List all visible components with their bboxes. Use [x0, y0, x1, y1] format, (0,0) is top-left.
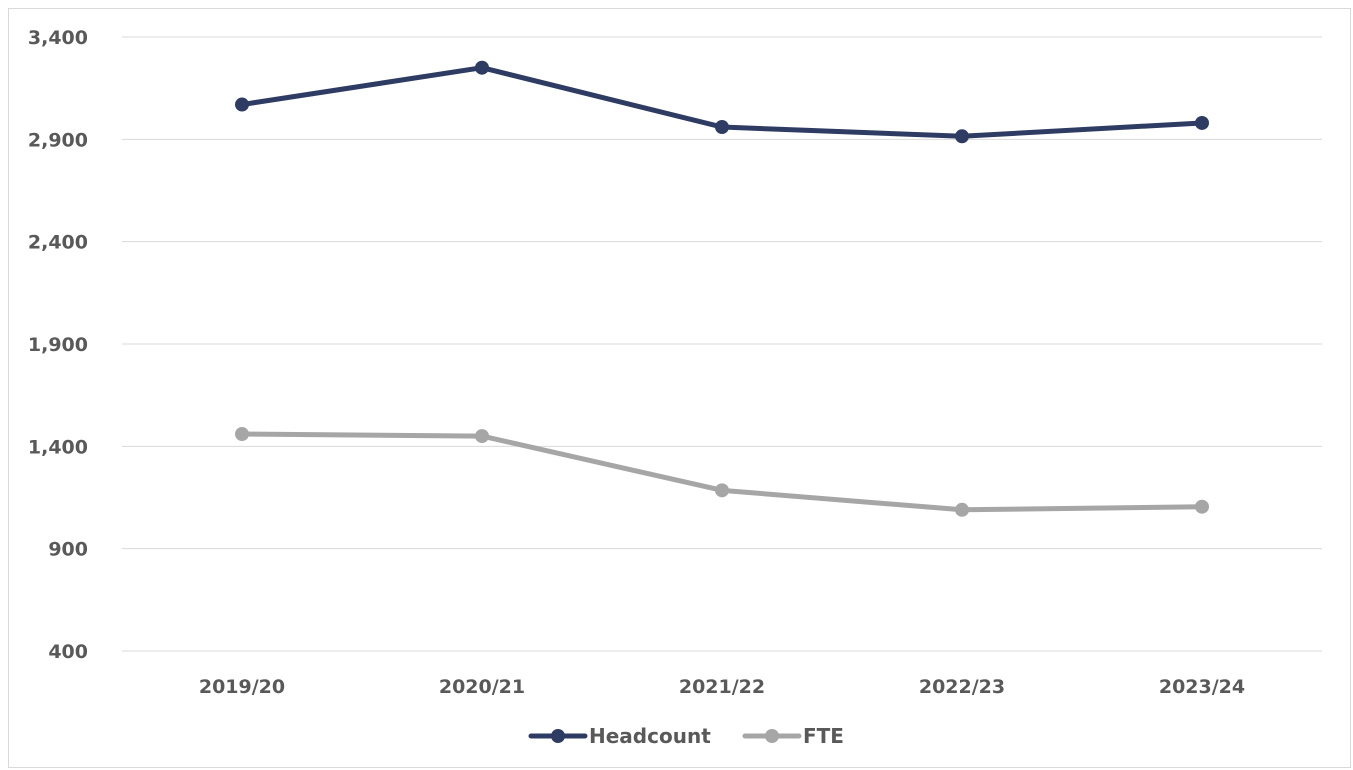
x-tick-label: 2020/21: [439, 676, 525, 698]
legend-item-headcount: Headcount: [528, 724, 711, 748]
series-fte: [235, 427, 1209, 517]
gridlines: [122, 36, 1322, 652]
chart-frame: [8, 8, 1351, 768]
y-tick-label: 400: [48, 641, 88, 663]
x-tick-label: 2023/24: [1159, 676, 1245, 698]
x-tick-label: 2021/22: [679, 676, 765, 698]
legend-swatch-marker: [765, 729, 779, 743]
series-line: [239, 431, 1205, 513]
data-point: [955, 502, 969, 517]
series-lines: [235, 60, 1209, 517]
y-tick-label: 1,400: [28, 436, 88, 458]
data-point: [475, 429, 489, 444]
data-point: [235, 427, 249, 442]
data-point: [715, 483, 729, 498]
legend-label: Headcount: [589, 724, 711, 748]
series-headcount: [235, 60, 1209, 144]
data-point: [475, 60, 489, 75]
y-tick-label: 2,400: [28, 232, 88, 254]
data-point: [715, 120, 729, 135]
legend-item-fte: FTE: [742, 724, 844, 748]
legend-label: FTE: [803, 724, 844, 748]
y-tick-label: 1,900: [28, 334, 88, 356]
data-point: [955, 129, 969, 144]
legend: Headcount FTE: [528, 724, 844, 748]
data-point: [1195, 499, 1209, 514]
y-tick-label: 3,400: [28, 27, 88, 49]
x-axis-ticks: 2019/20 2020/21 2021/22 2022/23 2023/24: [199, 676, 1245, 698]
y-axis-ticks: 400 900 1,400 1,900 2,400 2,900 3,400: [28, 27, 88, 663]
legend-swatch-marker: [551, 729, 565, 743]
x-tick-label: 2019/20: [199, 676, 285, 698]
x-tick-label: 2022/23: [919, 676, 1005, 698]
data-point: [1195, 115, 1209, 130]
data-point: [235, 97, 249, 112]
y-tick-label: 2,900: [28, 129, 88, 151]
y-tick-label: 900: [48, 539, 88, 561]
